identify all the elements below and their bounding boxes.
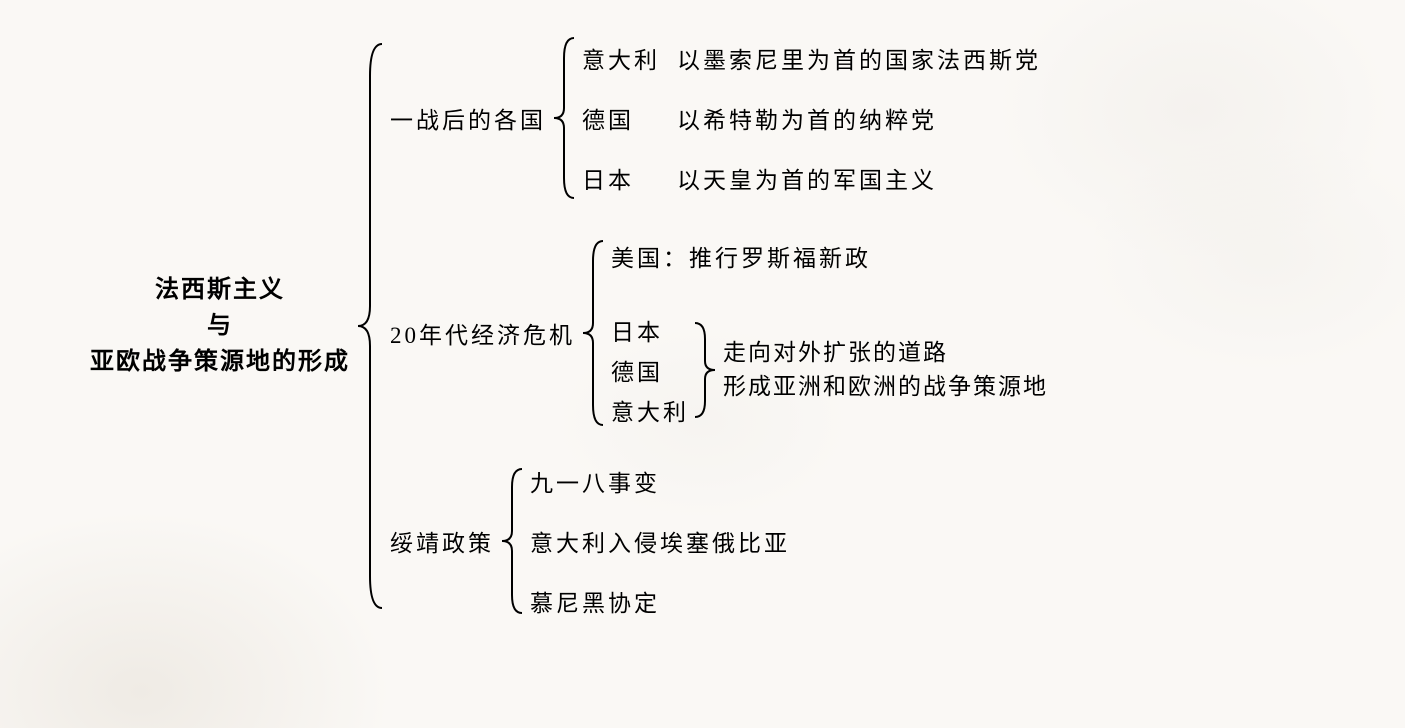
branch-crisis: 20年代经济危机 美国： 推行罗斯福新政 日本 德国 意大利 [390, 233, 1048, 433]
leaf-desc: 以墨索尼里为首的国家法西斯党 [677, 41, 1041, 75]
subgroup-axis: 日本 德国 意大利 走向对外扩张的道路 形成亚洲和欧洲的战争策源地 [611, 313, 1048, 427]
brace-icon [575, 233, 611, 433]
leaf-japan: 日本 以天皇为首的军国主义 [582, 161, 1041, 195]
leaf-desc: 以天皇为首的军国主义 [677, 161, 937, 195]
leaf-munich: 慕尼黑协定 [530, 584, 790, 618]
country-germany: 德国 [611, 353, 689, 387]
leaf-key: 日本 [582, 161, 677, 195]
result-line1: 走向对外扩张的道路 [723, 336, 1048, 371]
leaves-container: 意大利 以墨索尼里为首的国家法西斯党 德国 以希特勒为首的纳粹党 日本 以天皇为… [582, 41, 1041, 195]
tree-diagram: 法西斯主义 与 亚欧战争策源地的形成 一战后的各国 意大利 以墨索尼里为首的国家… [90, 30, 1048, 621]
branch-appeasement: 绥靖政策 九一八事变 意大利入侵埃塞俄比亚 慕尼黑协定 [390, 461, 1048, 621]
leaf-desc: 推行罗斯福新政 [689, 239, 871, 273]
leaf-key: 美国： [611, 239, 689, 273]
leaf-italy: 意大利 以墨索尼里为首的国家法西斯党 [582, 41, 1041, 75]
branch-label: 一战后的各国 [390, 101, 546, 135]
subgroup-countries: 日本 德国 意大利 [611, 313, 689, 427]
brace-icon [494, 461, 530, 621]
brace-icon [546, 30, 582, 205]
country-italy: 意大利 [611, 393, 689, 427]
leaves-container: 九一八事变 意大利入侵埃塞俄比亚 慕尼黑协定 [530, 464, 790, 618]
root-line1: 法西斯主义 [90, 272, 350, 308]
country-japan: 日本 [611, 313, 689, 347]
branch-label: 20年代经济危机 [390, 316, 575, 350]
root-line2: 与 [90, 308, 350, 344]
root-brace [350, 36, 390, 616]
root-line3: 亚欧战争策源地的形成 [90, 344, 350, 380]
subgroup-result: 走向对外扩张的道路 形成亚洲和欧洲的战争策源地 [723, 336, 1048, 405]
root-node: 法西斯主义 与 亚欧战争策源地的形成 [90, 272, 350, 380]
branch-postwar: 一战后的各国 意大利 以墨索尼里为首的国家法西斯党 德国 以希特勒为首的纳粹党 … [390, 30, 1048, 205]
leaf-ethiopia: 意大利入侵埃塞俄比亚 [530, 524, 790, 558]
leaf-usa: 美国： 推行罗斯福新政 [611, 239, 1048, 273]
result-line2: 形成亚洲和欧洲的战争策源地 [723, 370, 1048, 405]
branch-label: 绥靖政策 [390, 524, 494, 558]
leaf-desc: 以希特勒为首的纳粹党 [677, 101, 937, 135]
leaf-key: 意大利 [582, 41, 677, 75]
level2-container: 一战后的各国 意大利 以墨索尼里为首的国家法西斯党 德国 以希特勒为首的纳粹党 … [390, 30, 1048, 621]
close-brace-icon [689, 315, 723, 425]
leaves-container: 美国： 推行罗斯福新政 日本 德国 意大利 走向对外扩张的道路 形成亚洲和欧洲的… [611, 239, 1048, 427]
leaf-germany: 德国 以希特勒为首的纳粹党 [582, 101, 1041, 135]
leaf-key: 德国 [582, 101, 677, 135]
leaf-918: 九一八事变 [530, 464, 790, 498]
